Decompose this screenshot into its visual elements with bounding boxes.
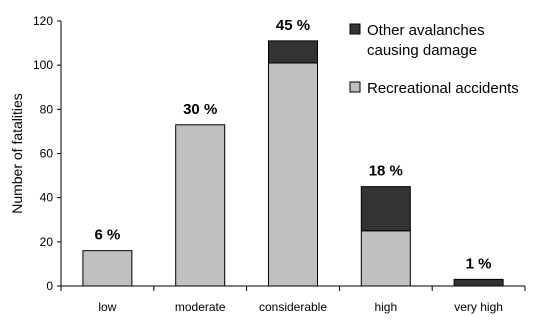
bar-segment — [175, 124, 226, 287]
bar-segment — [82, 250, 133, 287]
percent-label: 30 % — [183, 101, 217, 118]
bar-segment — [268, 40, 318, 64]
bar-segment — [360, 230, 411, 287]
legend-label: causing damage — [367, 42, 477, 59]
bars — [82, 40, 504, 287]
percent-label: 6 % — [94, 227, 120, 244]
x-tick-label: high — [374, 300, 397, 314]
bar-segment — [360, 186, 411, 232]
y-tick-label: 120 — [33, 14, 53, 28]
y-tick-label: 60 — [40, 147, 54, 161]
bar-segment — [453, 278, 504, 287]
y-tick-label: 20 — [40, 235, 54, 249]
x-tick-label: moderate — [175, 300, 226, 314]
x-tick-label: very high — [454, 300, 503, 314]
labels: 6 % 30 % 45 % 18 % 1 % — [94, 17, 491, 273]
bar-segment — [268, 62, 318, 287]
percent-label: 45 % — [276, 17, 310, 34]
y-tick-label: 40 — [40, 191, 54, 205]
percent-label: 18 % — [369, 163, 403, 180]
legend: Other avalanches causing damage Recreation… — [349, 22, 519, 97]
y-tick-label: 0 — [46, 279, 53, 293]
legend-label: Other avalanches — [367, 22, 485, 39]
legend-swatch — [349, 81, 361, 93]
y-axis-title: Number of fatalities — [9, 93, 25, 214]
y-tick-label: 80 — [40, 102, 54, 116]
legend-swatch — [349, 23, 361, 35]
percent-label: 1 % — [466, 255, 492, 272]
y-tick-label: 100 — [33, 58, 53, 72]
legend-label: Recreational accidents — [367, 80, 519, 97]
x-tick-label: considerable — [259, 300, 327, 314]
x-tick-label: low — [98, 300, 116, 314]
axes: 0 20 40 60 80 100 120 low moderate considerable hi… — [9, 14, 526, 314]
